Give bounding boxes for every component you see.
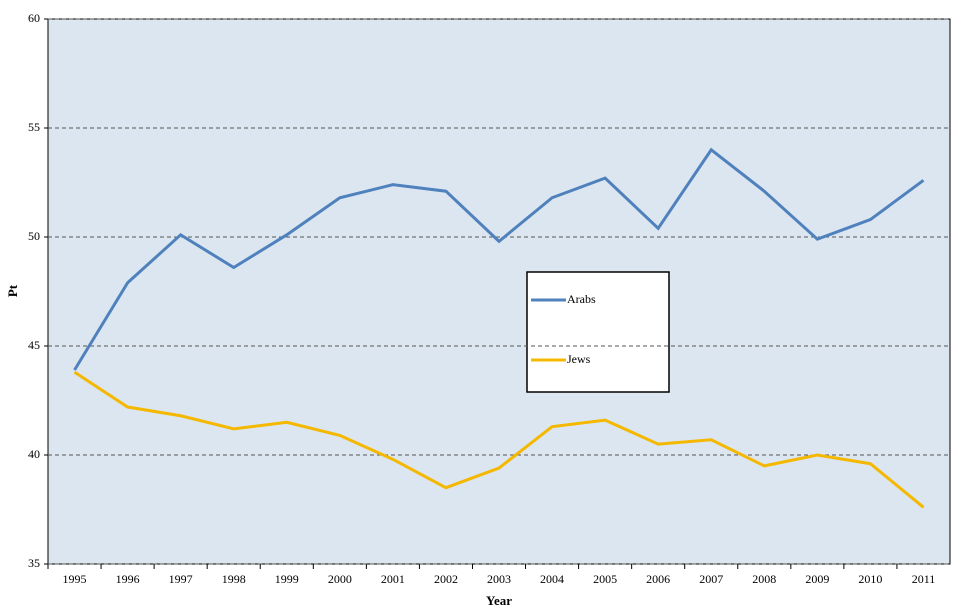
legend-label: Jews [567, 352, 591, 366]
x-tick-label: 1999 [275, 572, 299, 586]
y-tick-label: 45 [28, 338, 40, 352]
plot-area [47, 18, 951, 565]
x-tick-label: 2005 [593, 572, 617, 586]
legend-label: Arabs [567, 292, 596, 306]
x-tick-label: 2001 [381, 572, 405, 586]
y-axis-title: Pt [5, 284, 20, 297]
y-tick-label: 40 [28, 447, 40, 461]
x-tick-label: 2009 [805, 572, 829, 586]
legend [526, 271, 670, 393]
x-tick-label: 1997 [169, 572, 193, 586]
x-tick-label: 2006 [646, 572, 670, 586]
data-line [73, 147, 925, 371]
x-tick-label: 2011 [912, 572, 936, 586]
y-tick-label: 35 [28, 556, 40, 570]
x-tick-label: 2010 [858, 572, 882, 586]
x-tick-label: 2000 [328, 572, 352, 586]
x-tick-label: 2008 [752, 572, 776, 586]
y-tick-label: 60 [28, 11, 40, 25]
x-tick-label: 2003 [487, 572, 511, 586]
x-tick-label: 1995 [63, 572, 87, 586]
y-tick-label: 50 [28, 229, 40, 243]
x-tick-label: 1998 [222, 572, 246, 586]
x-tick-label: 2002 [434, 572, 458, 586]
x-axis-title: Year [486, 593, 512, 608]
y-tick-label: 55 [28, 120, 40, 134]
x-tick-label: 2004 [540, 572, 564, 586]
x-tick-label: 2007 [699, 572, 723, 586]
x-tick-label: 1996 [116, 572, 140, 586]
data-line [73, 370, 925, 509]
